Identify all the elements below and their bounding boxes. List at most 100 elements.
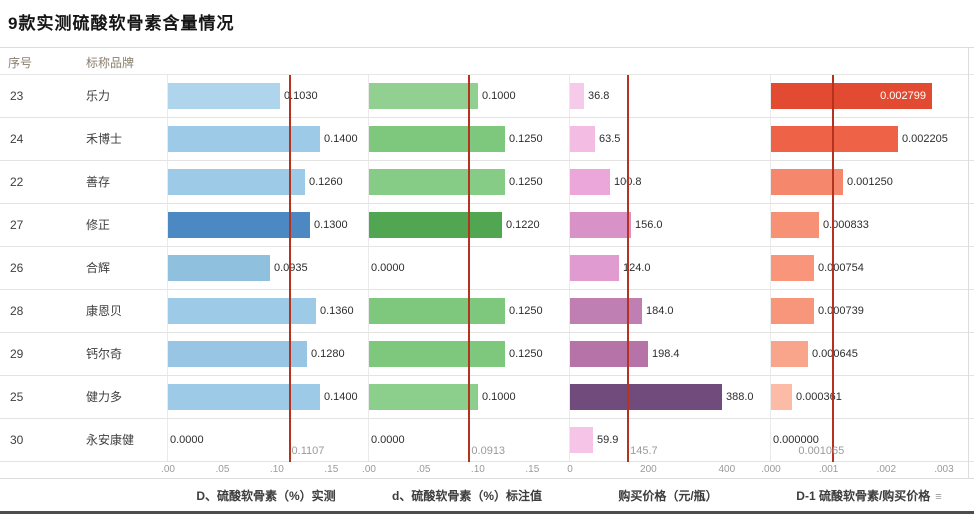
bar[interactable] — [369, 212, 502, 238]
bar[interactable] — [771, 255, 814, 281]
bar-value-label: 0.1400 — [324, 391, 358, 403]
brand-cell: 钙尔奇 — [86, 347, 123, 361]
bar[interactable] — [771, 83, 932, 109]
chart-panel: 0.1030 — [168, 75, 364, 118]
axis-tick-label: 200 — [640, 464, 657, 475]
bar[interactable] — [168, 169, 305, 195]
average-value-label: 145.7 — [630, 445, 658, 457]
column-divider — [569, 75, 570, 462]
chart-panel: 0.1000 — [369, 75, 565, 118]
bar[interactable] — [570, 298, 642, 324]
chart-panel: 0.1250 — [369, 118, 565, 161]
serial-cell: 23 — [10, 89, 24, 103]
serial-column-header: 序号 — [8, 56, 33, 70]
serial-cell: 30 — [10, 433, 24, 447]
bar[interactable] — [570, 341, 648, 367]
table-row: 25 健力多 0.1400 0.1000 388.0 0.000361 — [0, 376, 974, 419]
bar[interactable] — [570, 169, 610, 195]
bar[interactable] — [168, 384, 320, 410]
bar[interactable] — [369, 169, 505, 195]
chart-panel: 0.0935 — [168, 247, 364, 290]
chart-panel: 0.1260 — [168, 161, 364, 204]
bar-value-label: 63.5 — [599, 133, 621, 145]
serial-cell: 26 — [10, 261, 24, 275]
bar[interactable] — [570, 384, 722, 410]
page-title: 9款实测硫酸软骨素含量情况 — [8, 14, 235, 33]
bar[interactable] — [168, 255, 270, 281]
bar-value-label: 0.1000 — [482, 391, 516, 403]
chart-panel: 0.1300 — [168, 204, 364, 247]
brand-cell: 合辉 — [86, 261, 111, 275]
axis-tick-label: .10 — [269, 464, 284, 475]
chart-panel: 0.002799 — [771, 75, 967, 118]
axis-tick-label: 400 — [718, 464, 736, 475]
bar[interactable] — [369, 384, 478, 410]
brand-cell: 禾博士 — [86, 132, 123, 146]
bar[interactable] — [570, 255, 619, 281]
bar-value-label: 0.1400 — [324, 133, 358, 145]
bar[interactable] — [168, 341, 307, 367]
axis-tick-label: 0 — [567, 464, 573, 475]
chart-panel: 0.1250 — [369, 290, 565, 333]
right-border — [968, 48, 969, 478]
bar-value-label: 0.1300 — [314, 219, 348, 231]
bar[interactable] — [771, 126, 898, 152]
bar[interactable] — [168, 212, 310, 238]
bar-value-label: 59.9 — [597, 434, 619, 446]
axis-titles-row: D、硫酸软骨素（%）实测 d、硫酸软骨素（%）标注值 购买价格（元/瓶） D-1… — [0, 478, 974, 508]
chart-panel: 0.000833 — [771, 204, 967, 247]
axis-title-labeled: d、硫酸软骨素（%）标注值 — [391, 489, 542, 503]
chart-panel: 0.0000 — [168, 419, 364, 462]
bar-value-label: 0.1000 — [482, 90, 516, 102]
axis-tick-label: .002 — [876, 464, 897, 475]
bar-value-label: 36.8 — [588, 90, 610, 102]
bar[interactable] — [168, 83, 280, 109]
table-row: 26 合辉 0.0935 0.0000 124.0 0.000754 — [0, 247, 974, 290]
bar-value-label: 0.000754 — [818, 262, 864, 274]
axis-ticks-row: .00 .05 .10 .15 .00 .05 .10 .15 0 200 400 .000 .001.… — [0, 461, 974, 478]
bar[interactable] — [771, 169, 843, 195]
bar[interactable] — [369, 341, 505, 367]
column-divider — [368, 75, 369, 462]
table-row: 22 善存 0.1260 0.1250 100.8 0.001250 — [0, 161, 974, 204]
bar-value-label: 0.1260 — [309, 176, 343, 188]
bar-value-label: 198.4 — [652, 348, 680, 360]
table-top-border — [0, 47, 974, 48]
chart-panel: 0.000645 — [771, 333, 967, 376]
bar[interactable] — [771, 341, 808, 367]
bar-value-label: 0.000833 — [823, 219, 869, 231]
bar[interactable] — [369, 83, 478, 109]
average-value-label: 0.001065 — [798, 445, 845, 457]
chart-panel: 0.001250 — [771, 161, 967, 204]
axis-tick-label: .00 — [161, 464, 175, 475]
brand-cell: 健力多 — [86, 390, 123, 404]
brand-cell: 康恩贝 — [86, 304, 123, 318]
bar[interactable] — [771, 212, 819, 238]
chart-panel: 0.1250 — [369, 161, 565, 204]
chart-panel: 198.4 — [570, 333, 766, 376]
sort-icon[interactable]: ≡ — [935, 491, 942, 503]
chart-panel: 0.000000 — [771, 419, 967, 462]
bar-value-label: 124.0 — [623, 262, 651, 274]
bar-value-label: 0.000645 — [812, 348, 858, 360]
column-divider — [167, 75, 168, 462]
bar[interactable] — [570, 212, 631, 238]
bar[interactable] — [570, 427, 593, 453]
bar-value-label: 0.0000 — [371, 434, 405, 446]
bar[interactable] — [771, 384, 792, 410]
bar[interactable] — [570, 83, 584, 109]
bar[interactable] — [369, 126, 505, 152]
bar[interactable] — [369, 298, 505, 324]
chart-panel: 124.0 — [570, 247, 766, 290]
bar[interactable] — [168, 126, 320, 152]
average-reference-line — [288, 75, 291, 462]
bar-value-label: 0.000361 — [796, 391, 842, 403]
chart-panel: 0.1250 — [369, 333, 565, 376]
serial-cell: 29 — [10, 347, 24, 361]
bar-value-label: 0.1360 — [320, 305, 354, 317]
bar[interactable] — [168, 298, 316, 324]
chart-panel: 0.002205 — [771, 118, 967, 161]
bar[interactable] — [771, 298, 814, 324]
table-row: 30 永安康健 0.0000 0.0000 59.9 0.000000 — [0, 419, 974, 462]
bar[interactable] — [570, 126, 595, 152]
